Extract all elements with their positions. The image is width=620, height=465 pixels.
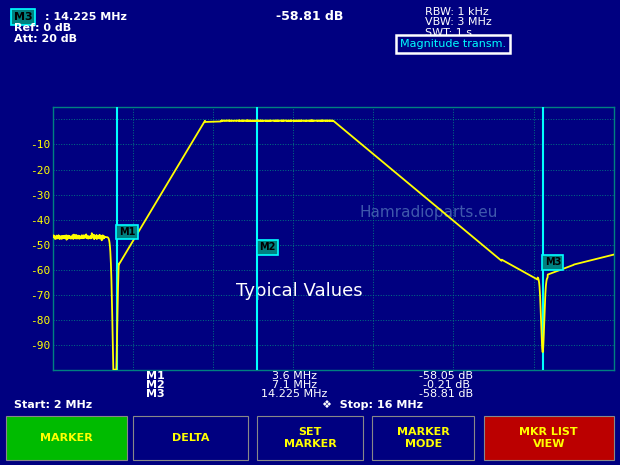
Text: MARKER: MARKER	[40, 433, 93, 443]
Text: -0.21 dB: -0.21 dB	[423, 380, 470, 390]
Text: M2: M2	[259, 242, 275, 252]
Text: Att: 20 dB: Att: 20 dB	[14, 34, 77, 44]
Text: -58.81 dB: -58.81 dB	[277, 10, 343, 23]
Text: -58.05 dB: -58.05 dB	[419, 371, 474, 381]
Text: M1: M1	[146, 371, 164, 381]
Text: MKR LIST
VIEW: MKR LIST VIEW	[520, 427, 578, 449]
Text: SET
MARKER: SET MARKER	[283, 427, 337, 449]
Text: 7.1 MHz: 7.1 MHz	[272, 380, 317, 390]
Text: Hamradioparts.eu: Hamradioparts.eu	[360, 205, 498, 219]
Text: M2: M2	[146, 380, 164, 390]
Text: DELTA: DELTA	[172, 433, 210, 443]
Text: M1: M1	[119, 227, 135, 237]
Text: SWT: 1 s: SWT: 1 s	[425, 27, 472, 38]
Text: VBW: 3 MHz: VBW: 3 MHz	[425, 17, 492, 27]
Text: Start: 2 MHz: Start: 2 MHz	[14, 399, 92, 410]
Text: -58.81 dB: -58.81 dB	[419, 389, 474, 399]
Text: 14.225 MHz: 14.225 MHz	[261, 389, 328, 399]
Text: 3.6 MHz: 3.6 MHz	[272, 371, 317, 381]
Text: M3: M3	[544, 257, 561, 267]
Text: M3: M3	[146, 389, 164, 399]
Text: M3: M3	[14, 12, 32, 22]
Text: ❖  Stop: 16 MHz: ❖ Stop: 16 MHz	[322, 399, 423, 410]
Text: : 14.225 MHz: : 14.225 MHz	[45, 12, 126, 22]
Text: Magnitude transm.: Magnitude transm.	[400, 39, 506, 49]
Text: Ref: 0 dB: Ref: 0 dB	[14, 23, 71, 33]
Text: MARKER
MODE: MARKER MODE	[397, 427, 450, 449]
Text: RBW: 1 kHz: RBW: 1 kHz	[425, 7, 489, 17]
Text: Typical Values: Typical Values	[236, 282, 363, 300]
